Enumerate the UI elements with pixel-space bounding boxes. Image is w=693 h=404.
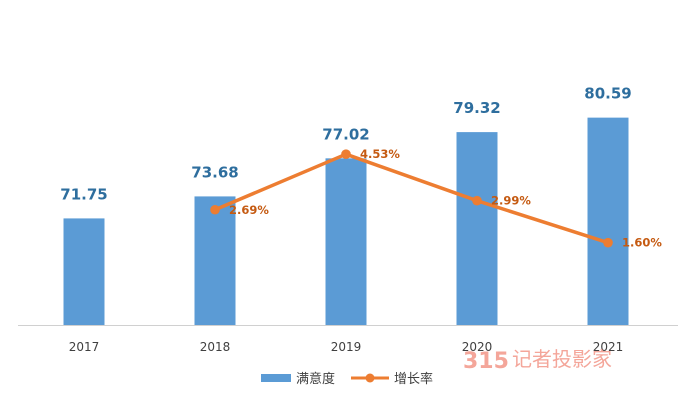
watermark-text: 记者投影家 (512, 347, 612, 371)
x-tick-2017: 2017 (69, 340, 100, 354)
bar-2017 (63, 218, 105, 325)
bar-label-2020: 79.32 (453, 99, 500, 117)
x-tick-2021: 2021 (593, 340, 624, 354)
bar-series (63, 117, 629, 325)
legend-bar-swatch (261, 374, 291, 382)
line-label-2021: 1.60% (622, 236, 662, 250)
bar-2019 (325, 158, 367, 325)
bar-label-2017: 71.75 (60, 185, 107, 203)
line-point-2021 (603, 237, 613, 248)
bar-2018 (194, 196, 236, 325)
legend-line-label: 增长率 (394, 371, 433, 387)
legend: 满意度 增长率 (261, 371, 433, 387)
line-point-2018 (210, 204, 220, 215)
legend-bar-label: 满意度 (296, 371, 335, 387)
x-tick-2020: 2020 (462, 340, 493, 354)
x-tick-2019: 2019 (331, 340, 362, 354)
bar-data-labels: 71.75 73.68 77.02 79.32 80.59 (60, 85, 631, 204)
line-point-2019 (341, 149, 351, 159)
line-path (213, 152, 610, 245)
legend-line-marker (365, 373, 375, 383)
bar-2020 (456, 132, 498, 325)
bar-label-2018: 73.68 (191, 163, 238, 181)
bar-label-2021: 80.59 (584, 85, 631, 103)
bar-label-2019: 77.02 (322, 125, 369, 143)
line-label-2018: 2.69% (229, 203, 269, 217)
line-series (210, 149, 613, 248)
line-label-2019: 4.53% (360, 147, 400, 161)
line-data-labels: 2.69% 4.53% 2.99% 1.60% (229, 147, 662, 249)
line-point-2020 (472, 195, 482, 206)
x-tick-2018: 2018 (200, 340, 231, 354)
watermark: 315 记者投影家 (463, 347, 612, 374)
bar-2021 (587, 117, 629, 325)
x-axis-tick-labels: 2017 2018 2019 2020 2021 (69, 340, 624, 354)
line-label-2020: 2.99% (491, 194, 531, 208)
watermark-number: 315 (463, 349, 509, 374)
